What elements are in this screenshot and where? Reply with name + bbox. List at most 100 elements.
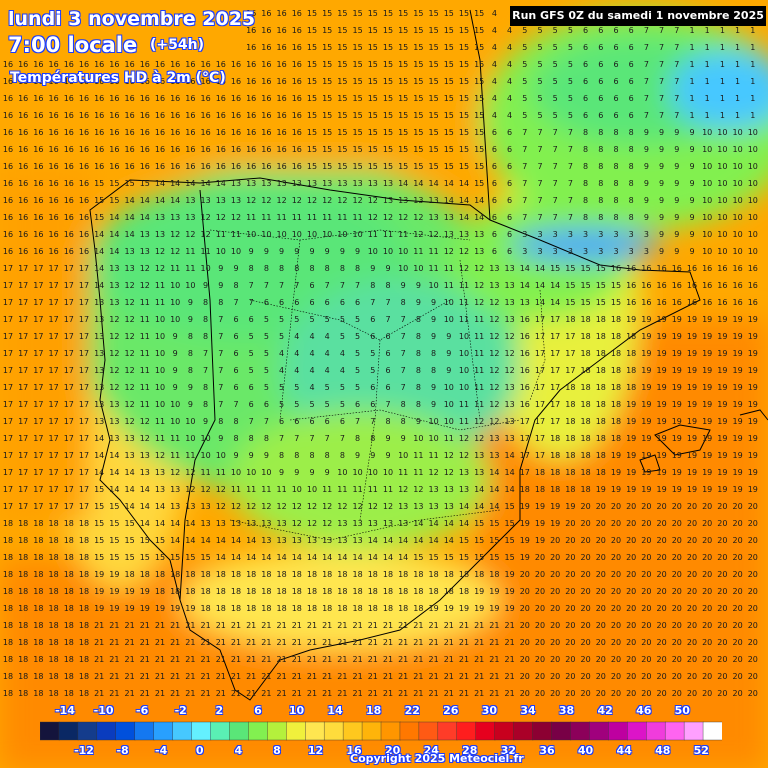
grid-value: 5 — [340, 383, 345, 392]
grid-value: 16 — [748, 264, 758, 273]
grid-value: 3 — [553, 230, 558, 239]
grid-value: 19 — [672, 417, 682, 426]
grid-value: 4 — [309, 383, 314, 392]
legend-swatch — [418, 721, 439, 741]
grid-value: 4 — [279, 366, 284, 375]
grid-value: 16 — [611, 264, 621, 273]
grid-value: 20 — [535, 604, 545, 613]
grid-value: 13 — [94, 332, 104, 341]
grid-value: 10 — [444, 383, 454, 392]
grid-value: 9 — [188, 298, 193, 307]
grid-value: 15 — [459, 9, 469, 18]
grid-value: 19 — [687, 468, 697, 477]
grid-value: 12 — [292, 519, 302, 528]
grid-value: 14 — [125, 502, 135, 511]
grid-value: 18 — [18, 587, 28, 596]
grid-value: 5 — [264, 315, 269, 324]
grid-value: 11 — [474, 332, 484, 341]
grid-value: 20 — [748, 621, 758, 630]
grid-value: 19 — [94, 570, 104, 579]
grid-value: 20 — [733, 638, 743, 647]
grid-value: 12 — [125, 400, 135, 409]
grid-value: 8 — [613, 196, 618, 205]
grid-value: 17 — [3, 315, 13, 324]
grid-value: 13 — [170, 213, 180, 222]
grid-value: 8 — [218, 298, 223, 307]
grid-value: 21 — [246, 655, 256, 664]
grid-value: 16 — [277, 26, 287, 35]
grid-value: 14 — [155, 196, 165, 205]
grid-value: 18 — [353, 604, 363, 613]
grid-value: 21 — [444, 655, 454, 664]
grid-value: 20 — [581, 655, 591, 664]
grid-value: 6 — [629, 111, 634, 120]
grid-value: 5 — [522, 111, 527, 120]
grid-value: 5 — [264, 383, 269, 392]
grid-value: 17 — [18, 264, 28, 273]
grid-value: 5 — [340, 315, 345, 324]
grid-value: 14 — [474, 196, 484, 205]
grid-value: 5 — [553, 43, 558, 52]
grid-value: 14 — [216, 536, 226, 545]
grid-value: 16 — [216, 162, 226, 171]
grid-value: 6 — [370, 315, 375, 324]
grid-value: 10 — [353, 468, 363, 477]
grid-value: 14 — [429, 179, 439, 188]
grid-value: 18 — [444, 587, 454, 596]
grid-value: 15 — [337, 94, 347, 103]
grid-value: 15 — [322, 43, 332, 52]
grid-value: 18 — [596, 468, 606, 477]
grid-value: 19 — [672, 349, 682, 358]
grid-value: 10 — [444, 298, 454, 307]
run-label: Run GFS 0Z du samedi 1 novembre 2025 — [510, 6, 766, 26]
grid-value: 6 — [613, 43, 618, 52]
grid-value: 18 — [322, 604, 332, 613]
grid-value: 8 — [613, 213, 618, 222]
grid-value: 7 — [401, 315, 406, 324]
grid-value: 5 — [264, 332, 269, 341]
legend-swatch — [361, 721, 382, 741]
grid-value: 19 — [717, 434, 727, 443]
grid-value: 9 — [173, 349, 178, 358]
grid-value: 19 — [657, 366, 667, 375]
grid-value: 5 — [279, 383, 284, 392]
grid-value: 11 — [337, 213, 347, 222]
grid-value: 18 — [596, 434, 606, 443]
grid-value: 17 — [535, 315, 545, 324]
grid-value: 13 — [216, 519, 226, 528]
grid-value: 16 — [79, 94, 89, 103]
grid-value: 15 — [459, 60, 469, 69]
grid-value: 8 — [355, 264, 360, 273]
grid-value: 21 — [140, 655, 150, 664]
grid-value: 20 — [702, 604, 712, 613]
grid-value: 19 — [702, 468, 712, 477]
grid-value: 14 — [444, 536, 454, 545]
grid-value: 4 — [294, 332, 299, 341]
grid-value: 15 — [368, 26, 378, 35]
grid-value: 17 — [33, 315, 43, 324]
grid-value: 12 — [353, 502, 363, 511]
grid-value: 19 — [748, 383, 758, 392]
legend-label-top: -2 — [174, 704, 187, 717]
grid-value: 20 — [672, 519, 682, 528]
grid-value: 15 — [307, 43, 317, 52]
grid-value: 16 — [520, 366, 530, 375]
grid-value: 16 — [702, 281, 712, 290]
grid-value: 12 — [277, 502, 287, 511]
grid-value: 5 — [264, 349, 269, 358]
grid-value: 21 — [474, 689, 484, 698]
grid-value: 19 — [702, 417, 712, 426]
legend-label-top: 22 — [404, 704, 420, 717]
legend-label-bottom: 12 — [307, 744, 324, 757]
grid-value: 6 — [233, 315, 238, 324]
grid-value: 19 — [672, 366, 682, 375]
grid-value: 20 — [702, 536, 712, 545]
grid-value: 16 — [748, 281, 758, 290]
grid-value: 14 — [474, 502, 484, 511]
grid-value: 18 — [216, 570, 226, 579]
grid-value: 17 — [18, 332, 28, 341]
grid-value: 19 — [520, 502, 530, 511]
grid-value: 15 — [307, 94, 317, 103]
grid-value: 12 — [185, 485, 195, 494]
grid-value: 21 — [109, 672, 119, 681]
